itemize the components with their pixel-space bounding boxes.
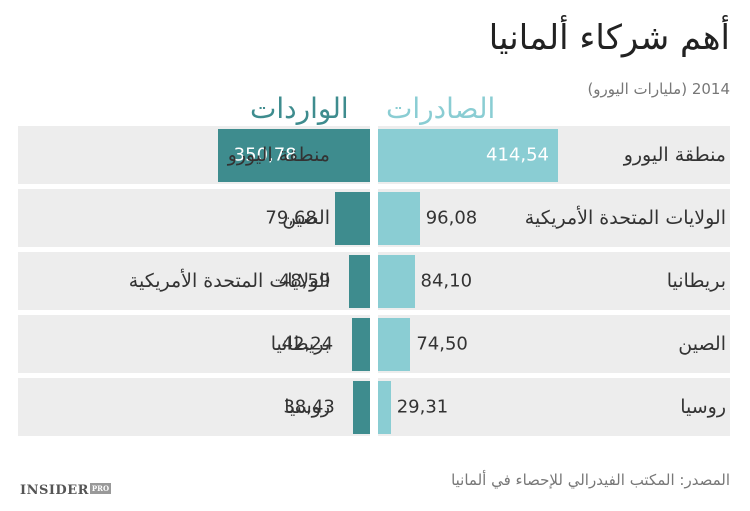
export-bar [378,191,420,245]
legend-imports: الواردات [250,92,349,125]
export-value-label: 74,50 [416,333,468,355]
export-value-label: 84,10 [420,270,473,292]
chart-title: أهم شركاء ألمانيا [488,18,730,58]
legend-exports: الصادرات [386,92,496,125]
source-note: المصدر: المكتب الفيدرالي للإحصاء في ألما… [451,471,730,489]
export-country-label: منطقة اليورو [623,144,726,166]
import-country-label: الولايات المتحدة الأمريكية [128,270,330,292]
import-value-label: 42,24 [281,333,334,355]
export-value-label: 29,31 [396,396,449,418]
export-country-label: روسيا [680,396,726,418]
import-bar [351,317,370,371]
import-value-label: 79,68 [265,207,317,229]
import-country-label: بريطانيا [270,333,330,355]
export-country-label: بريطانيا [666,270,726,292]
import-country-label: الصين [282,207,330,229]
export-bar [378,254,415,308]
center-divider [370,126,378,440]
export-bar [378,380,391,434]
chart-subtitle: 2014 (مليارات اليورو) [587,80,730,98]
export-value-label: 96,08 [425,207,478,229]
import-value-label: 38,43 [283,396,335,418]
import-bar [335,191,370,245]
import-country-label: منطقة اليورو [227,144,330,166]
import-country-label: روسيا [284,396,330,418]
export-country-label: الصين [678,333,726,355]
import-value-label: 350,78 [233,144,297,166]
import-value-label: 48,59 [278,270,331,292]
export-bar [378,317,411,371]
import-bar [348,254,370,308]
insider-pro-logo: INSIDER PRO [20,483,112,498]
export-country-label: الولايات المتحدة الأمريكية [524,207,726,229]
export-bar [378,128,558,182]
export-value-label: 414,54 [486,144,549,166]
import-bar [353,380,370,434]
import-bar [217,128,370,182]
